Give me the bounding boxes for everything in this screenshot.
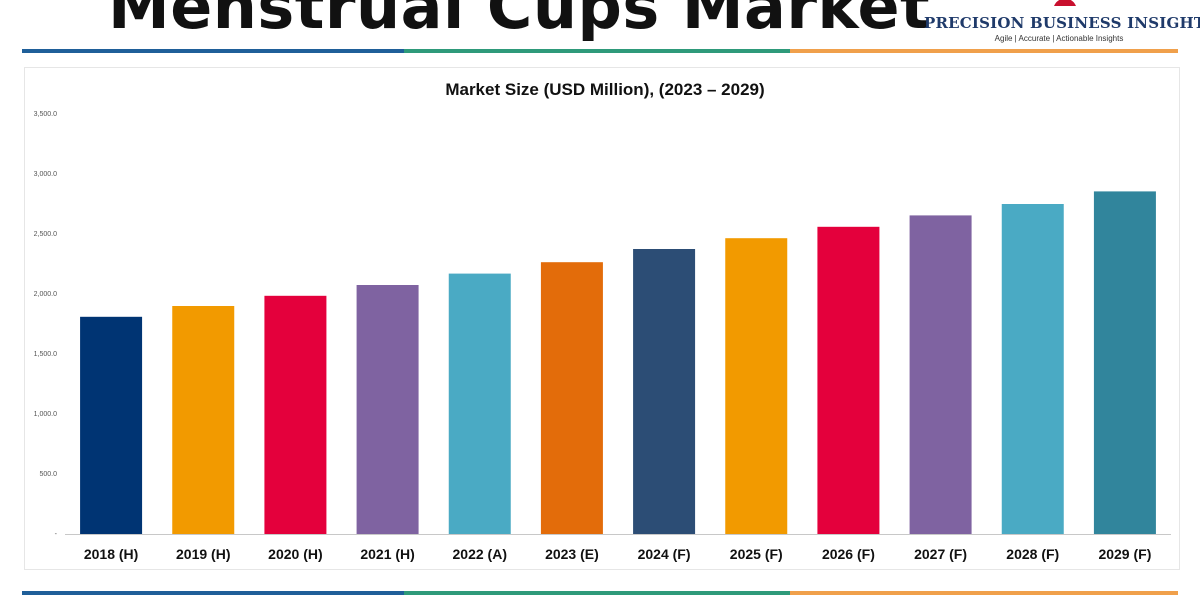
x-tick-label: 2024 (F) [638,546,691,562]
x-axis-labels: 2018 (H) 2019 (H) 2020 (H) 2021 (H) 2022 (A)… [84,546,1152,562]
bar-chart: Market Size (USD Million), (2023 – 2029)… [34,80,1171,562]
bar-2020-h [264,295,327,534]
y-tick-label: 500.0 [39,471,57,478]
bar-2019-h [172,306,235,534]
x-tick-label: 2022 (A) [453,546,507,562]
bar-2021-h [356,285,419,534]
y-tick-label: 1,500.0 [34,351,57,358]
page-title: Menstrual Cups Market [108,0,931,43]
x-tick-label: 2023 (E) [545,546,599,562]
y-tick-label: - [55,531,58,538]
x-tick-label: 2021 (H) [360,546,414,562]
bars [80,191,1156,535]
y-tick-label: 2,500.0 [34,231,57,238]
y-axis-labels: - 500.0 1,000.0 1,500.0 2,000.0 2,500.0 3,000.… [34,111,58,538]
y-tick-label: 2,000.0 [34,291,57,298]
chart-container: Market Size (USD Million), (2023 – 2029)… [24,67,1180,570]
bar-2024-f [633,249,696,534]
divider-segment-blue [22,49,404,53]
footer-divider [22,591,1178,595]
divider-segment-green [404,591,790,595]
company-logo: PRECISION BUSINESS INSIGHTS Agile | Accu… [924,0,1200,46]
bar-2027-f [909,215,972,534]
bar-2023-e [540,262,603,534]
divider-segment-orange [790,591,1178,595]
x-tick-label: 2018 (H) [84,546,138,562]
y-tick-label: 1,000.0 [34,411,57,418]
logo-name: PRECISION BUSINESS INSIGHTS [924,14,1200,32]
divider-segment-orange [790,49,1178,53]
bar-2022-a [448,273,511,534]
divider-segment-green [404,49,790,53]
chart-title: Market Size (USD Million), (2023 – 2029) [445,80,764,99]
header-divider [22,49,1178,53]
x-tick-label: 2019 (H) [176,546,230,562]
y-tick-label: 3,000.0 [34,171,57,178]
bar-2025-f [725,238,788,534]
x-tick-label: 2020 (H) [268,546,322,562]
x-tick-label: 2029 (F) [1098,546,1151,562]
x-tick-label: 2025 (F) [730,546,783,562]
bar-2026-f [817,226,880,535]
bar-2029-f [1093,191,1156,534]
logo-tagline: Agile | Accurate | Actionable Insights [994,34,1124,43]
bar-2028-f [1001,204,1064,534]
bar-2018-h [80,316,143,534]
y-tick-label: 3,500.0 [34,111,57,118]
divider-segment-blue [22,591,404,595]
logo-mark-icon [1054,0,1076,6]
x-tick-label: 2028 (F) [1006,546,1059,562]
x-tick-label: 2027 (F) [914,546,967,562]
x-tick-label: 2026 (F) [822,546,875,562]
